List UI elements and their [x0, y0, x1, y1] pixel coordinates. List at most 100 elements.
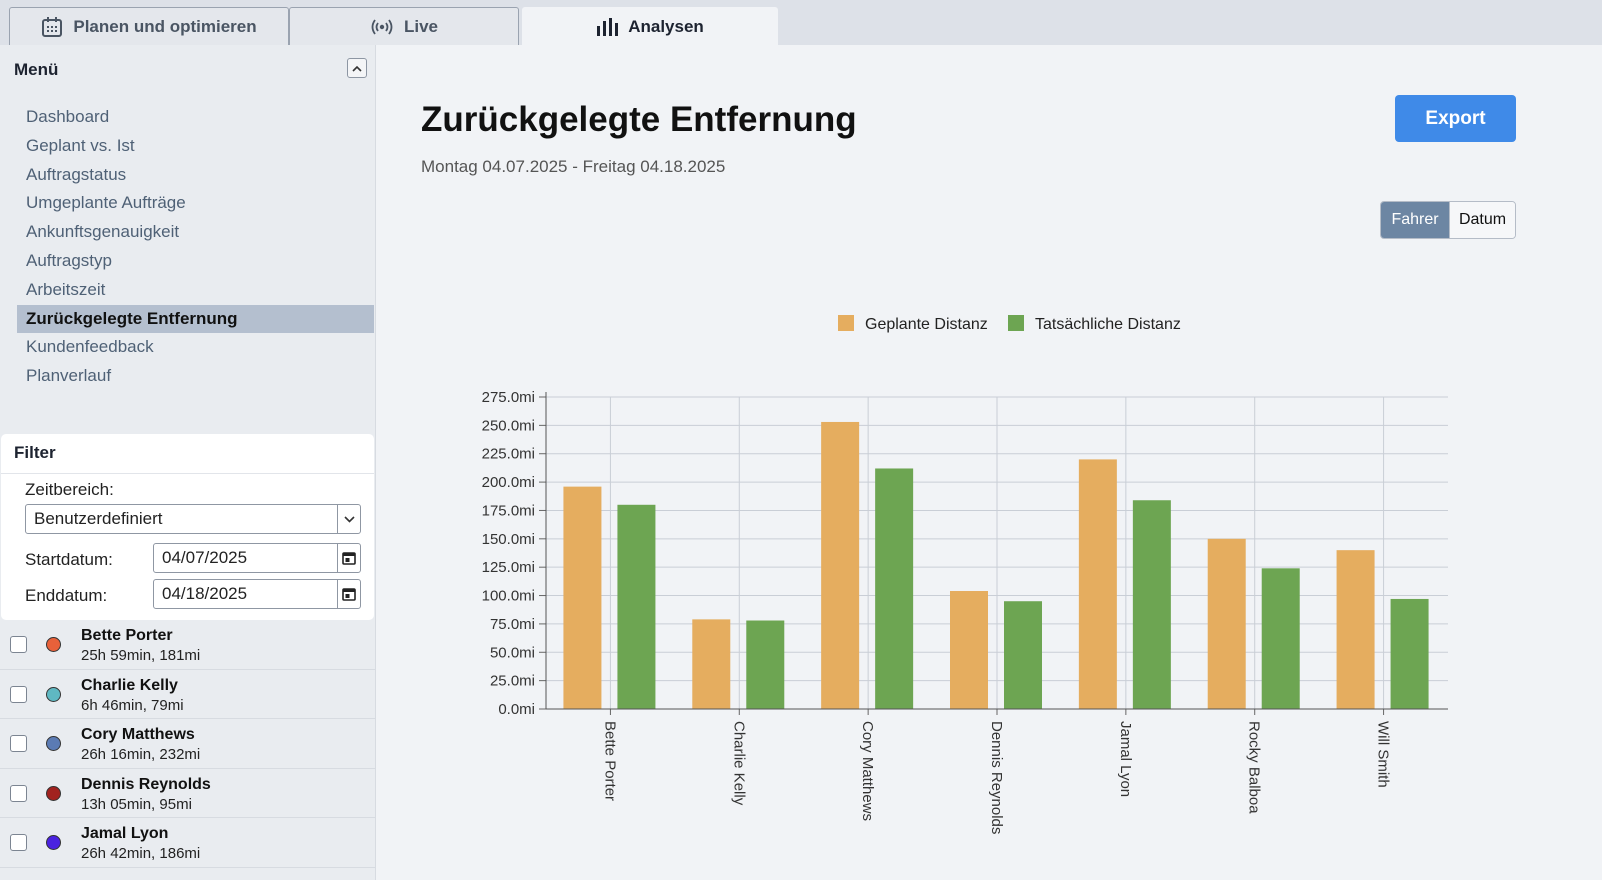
- bar-tatsaechlich: [1390, 598, 1429, 709]
- bar-tatsaechlich: [875, 468, 914, 709]
- driver-meta: 6h 46min, 79mi: [81, 696, 184, 714]
- driver-row[interactable]: Charlie Kelly 6h 46min, 79mi: [0, 669, 375, 720]
- bar-geplant: [1207, 538, 1246, 709]
- x-tick-label: Dennis Reynolds: [988, 721, 1005, 834]
- driver-name: Cory Matthews: [81, 726, 195, 744]
- driver-checkbox[interactable]: [10, 636, 27, 653]
- y-tick-label: 100.0mi: [482, 588, 535, 605]
- driver-list: Bette Porter 25h 59min, 181mi Charlie Ke…: [0, 620, 375, 868]
- y-tick-label: 275.0mi: [482, 389, 535, 406]
- y-tick-label: 225.0mi: [482, 446, 535, 463]
- toggle-datum[interactable]: Datum: [1449, 202, 1515, 238]
- menu-item-geplant-vs-ist[interactable]: Geplant vs. Ist: [26, 135, 135, 155]
- bar-tatsaechlich: [1004, 601, 1042, 709]
- driver-checkbox[interactable]: [10, 735, 27, 753]
- bar-chart-icon: [596, 17, 619, 36]
- collapse-menu-button[interactable]: [347, 58, 367, 78]
- end-date-value: 04/18/2025: [162, 584, 248, 603]
- start-date-label: Startdatum:: [25, 550, 113, 569]
- x-tick-label: Charlie Kelly: [730, 721, 747, 806]
- menu-item-dashboard[interactable]: Dashboard: [26, 107, 110, 126]
- y-tick-label: 0.0mi: [498, 701, 535, 718]
- driver-row[interactable]: Dennis Reynolds 13h 05min, 95mi: [0, 768, 375, 819]
- driver-meta: 26h 42min, 186mi: [81, 845, 201, 863]
- y-tick-label: 200.0mi: [482, 474, 535, 491]
- y-tick-label: 250.0mi: [482, 417, 535, 434]
- legend-label: Geplante Distanz: [865, 316, 988, 333]
- calendar-icon: [41, 16, 63, 38]
- end-date-label: Enddatum:: [25, 586, 108, 605]
- driver-checkbox[interactable]: [10, 784, 27, 802]
- driver-name: Jamal Lyon: [81, 825, 169, 843]
- tab-analysen[interactable]: Analysen: [522, 7, 778, 45]
- divider: [1, 473, 374, 474]
- bar-geplant: [950, 591, 988, 709]
- range-label: Zeitbereich:: [25, 480, 114, 499]
- menu-item-umgeplante-auftraege[interactable]: Umgeplante Aufträge: [26, 193, 186, 213]
- driver-color-dot: [46, 686, 61, 702]
- driver-name: Bette Porter: [81, 627, 173, 644]
- tab-bar: Planen und optimieren Live Analysen: [0, 0, 1602, 45]
- driver-color-dot: [46, 637, 61, 652]
- y-tick-label: 25.0mi: [490, 673, 535, 690]
- end-date-input[interactable]: 04/18/2025: [153, 579, 361, 609]
- bar-tatsaechlich: [746, 620, 785, 709]
- driver-color-dot: [46, 736, 61, 752]
- driver-checkbox[interactable]: [10, 834, 27, 852]
- x-tick-label: Bette Porter: [601, 721, 618, 801]
- tab-live[interactable]: Live: [289, 7, 519, 45]
- menu-item-arbeitszeit[interactable]: Arbeitszeit: [26, 279, 106, 299]
- start-date-input[interactable]: 04/07/2025: [153, 543, 361, 573]
- driver-color-dot: [46, 835, 61, 851]
- calendar-icon[interactable]: [337, 544, 360, 572]
- bar-geplant: [692, 619, 731, 709]
- bar-geplant: [821, 421, 860, 709]
- menu-title: Menü: [14, 60, 59, 79]
- driver-name: Dennis Reynolds: [81, 775, 211, 793]
- bar-tatsaechlich: [617, 504, 656, 709]
- driver-meta: 13h 05min, 95mi: [81, 795, 192, 813]
- y-tick-label: 75.0mi: [490, 616, 535, 633]
- menu-list: Dashboard Geplant vs. Ist Auftragstatus …: [17, 103, 374, 391]
- y-tick-label: 175.0mi: [482, 502, 535, 519]
- menu-item-auftragstatus[interactable]: Auftragstatus: [26, 164, 127, 184]
- distance-bar-chart: 0.0mi 25.0mi 50.0mi 75.0mi 100.0mi 125.0mi 150…: [482, 315, 1448, 834]
- driver-row[interactable]: Jamal Lyon 26h 42min, 186mi: [0, 818, 375, 868]
- tab-planen[interactable]: Planen und optimieren: [9, 7, 289, 45]
- driver-meta: 26h 16min, 232mi: [81, 746, 201, 764]
- chevron-down-icon: [337, 505, 360, 533]
- bar-geplant: [1078, 459, 1117, 709]
- y-tick-label: 50.0mi: [490, 644, 535, 661]
- y-tick-label: 125.0mi: [482, 559, 535, 576]
- menu-item-ankunftsgenauigkeit[interactable]: Ankunftsgenauigkeit: [26, 222, 180, 242]
- driver-row[interactable]: Cory Matthews 26h 16min, 232mi: [0, 719, 375, 769]
- legend-swatch: [1008, 315, 1024, 331]
- x-tick-label: Jamal Lyon: [1117, 721, 1134, 797]
- driver-meta: 25h 59min, 181mi: [81, 647, 201, 664]
- range-select[interactable]: Benutzerdefiniert: [25, 504, 361, 534]
- toggle-fahrer[interactable]: Fahrer: [1381, 202, 1449, 238]
- bar-geplant: [563, 486, 602, 709]
- calendar-icon[interactable]: [337, 580, 360, 608]
- menu-item-kundenfeedback[interactable]: Kundenfeedback: [26, 337, 154, 357]
- menu-item-planverlauf[interactable]: Planverlauf: [26, 366, 112, 386]
- start-date-value: 04/07/2025: [162, 548, 248, 567]
- tab-label: Analysen: [628, 16, 704, 36]
- driver-color-dot: [46, 785, 61, 801]
- broadcast-icon: [370, 18, 394, 36]
- page-title: Zurückgelegte Entfernung: [421, 100, 857, 139]
- y-tick-label: 150.0mi: [482, 531, 535, 548]
- export-button[interactable]: Export: [1395, 95, 1516, 142]
- range-select-value: Benutzerdefiniert: [34, 509, 163, 528]
- chevron-up-icon: [352, 59, 362, 77]
- date-range-subtitle: Montag 04.07.2025 - Freitag 04.18.2025: [421, 157, 726, 176]
- group-toggle: Fahrer Datum: [1380, 201, 1516, 239]
- menu-item-auftragstyp[interactable]: Auftragstyp: [26, 250, 112, 270]
- menu-item-zurueckgelegte-entfernung[interactable]: Zurückgelegte Entfernung: [17, 304, 374, 334]
- bar-tatsaechlich: [1132, 500, 1171, 709]
- x-tick-label: Rocky Balboa: [1246, 721, 1263, 814]
- x-tick-label: Will Smith: [1375, 721, 1392, 788]
- tab-label: Planen und optimieren: [73, 16, 257, 36]
- driver-checkbox[interactable]: [10, 685, 27, 703]
- driver-row[interactable]: Bette Porter 25h 59min, 181mi: [0, 620, 375, 670]
